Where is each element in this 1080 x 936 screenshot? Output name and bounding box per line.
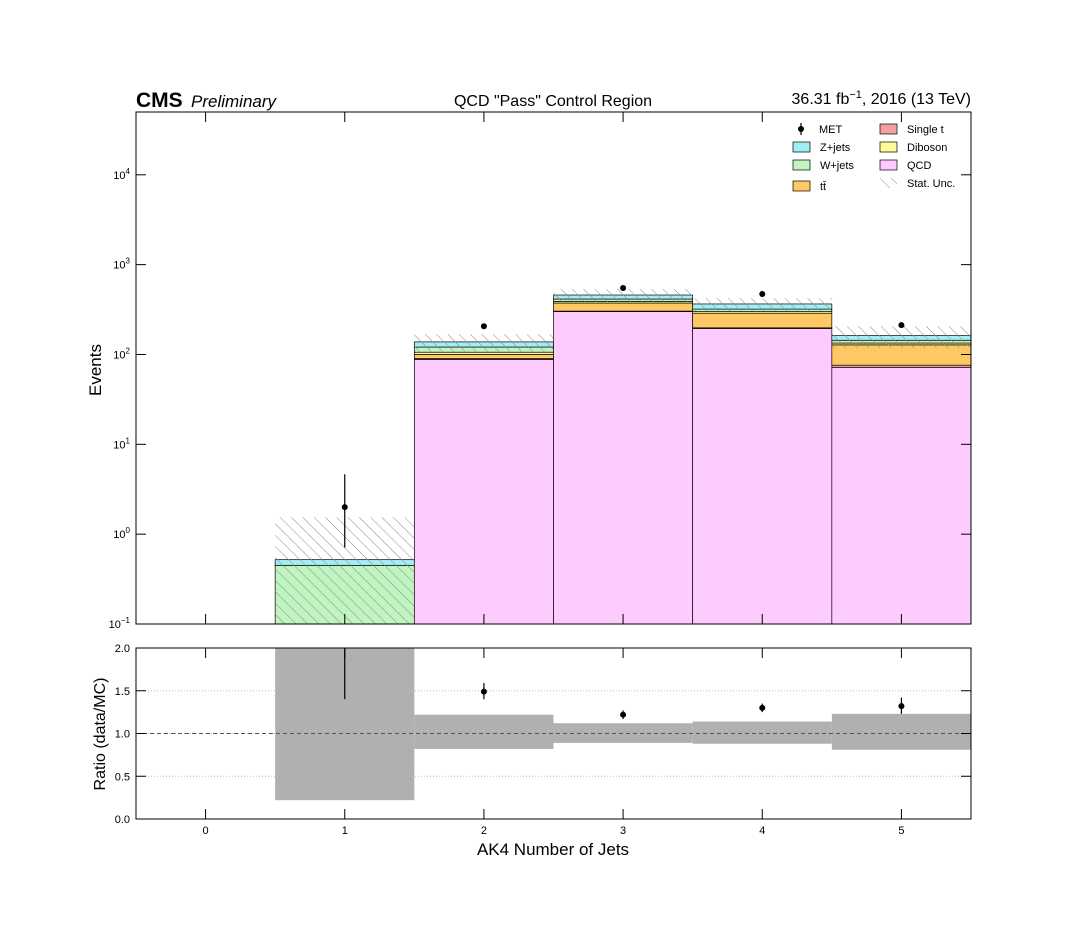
y-tick-base: 10 — [113, 170, 125, 182]
stat-unc — [692, 298, 832, 311]
chart-title: QCD "Pass" Control Region — [454, 93, 652, 110]
data-point — [620, 284, 627, 291]
y-tick-exponent: 2 — [126, 346, 131, 355]
legend-marker — [879, 159, 898, 171]
data-point — [480, 323, 487, 330]
frame — [135, 647, 972, 820]
stack-segment — [553, 311, 694, 624]
lumi-exponent: −1 — [849, 89, 862, 101]
y-tick-base: 10 — [113, 349, 125, 361]
y-tick-label: 104 — [113, 167, 130, 182]
mc-unc-band — [692, 721, 832, 744]
x-tick-label: 1 — [342, 825, 348, 837]
stack-segment — [413, 354, 554, 359]
y-tick-base: 10 — [109, 619, 121, 631]
legend-label: Single t — [907, 124, 944, 136]
mc-unc-band — [414, 714, 554, 749]
y-axis-label: Events — [86, 344, 105, 396]
legend-marker — [798, 126, 804, 132]
data-point — [898, 322, 905, 329]
legend-marker — [879, 123, 898, 135]
legend-marker — [792, 159, 811, 171]
y-tick-label: 10−1 — [109, 616, 131, 631]
frame — [135, 111, 972, 625]
y-tick-label: 0.5 — [115, 771, 130, 783]
x-tick-label: 4 — [759, 825, 765, 837]
stack-segment — [553, 302, 694, 312]
stat-unc — [414, 334, 554, 352]
y-tick-label: 2.0 — [115, 643, 130, 655]
ratio-point — [759, 704, 766, 711]
y-tick-label: 0.0 — [115, 814, 130, 826]
y-tick-label: 100 — [113, 526, 130, 541]
y-tick-exponent: 0 — [126, 526, 131, 535]
legend-marker — [879, 141, 898, 153]
x-tick-label: 2 — [481, 825, 487, 837]
x-axis-label: AK4 Number of Jets — [477, 840, 629, 859]
y-tick-base: 10 — [113, 439, 125, 451]
x-tick-label: 0 — [203, 825, 209, 837]
ratio-point — [480, 688, 487, 695]
data-point — [341, 504, 348, 511]
mc-unc-band — [553, 723, 693, 743]
y-tick-exponent: −1 — [121, 616, 131, 625]
legend-label: W+jets — [820, 160, 854, 172]
y-tick-label: 1.5 — [115, 686, 130, 698]
y-tick-exponent: 3 — [126, 257, 131, 266]
stat-unc — [553, 288, 693, 303]
stack-segment — [692, 312, 833, 329]
mc-unc-band — [831, 713, 971, 750]
legend-label: Diboson — [907, 142, 947, 154]
experiment: CMS — [136, 89, 183, 112]
y-tick-base: 10 — [113, 260, 125, 272]
x-tick-label: 5 — [898, 825, 904, 837]
y-tick-label: 1.0 — [115, 729, 130, 741]
y-tick-base: 10 — [113, 529, 125, 541]
legend-label: QCD — [907, 160, 932, 172]
legend-label: tt̄ — [820, 181, 826, 193]
legend-label: MET — [819, 124, 843, 136]
stack-segment — [831, 366, 971, 624]
ratio-plot — [136, 648, 971, 819]
legend-label: Stat. Unc. — [907, 178, 955, 190]
ratio-point — [898, 703, 905, 710]
data-point — [759, 291, 766, 298]
y-tick-label: 101 — [113, 436, 130, 451]
legend-marker — [880, 178, 897, 188]
lumi-label: 36.31 fb−1, 2016 (13 TeV) — [792, 89, 971, 108]
legend: MET Z+jets W+jets tt̄ Single t Diboson QCD Stat… — [792, 123, 955, 193]
stack-segment — [692, 328, 833, 624]
legend-marker — [792, 180, 811, 192]
stat-unc — [831, 326, 971, 349]
x-tick-label: 3 — [620, 825, 626, 837]
lumi: 36.31 fb — [792, 91, 850, 108]
y-tick-exponent: 1 — [126, 436, 131, 445]
y-tick-label: 102 — [113, 346, 130, 361]
ratio-point — [620, 711, 627, 718]
status: Preliminary — [191, 92, 278, 111]
y-tick-exponent: 4 — [126, 167, 131, 176]
y-tick-label: 103 — [113, 257, 130, 272]
stack-segment — [413, 359, 554, 624]
legend-label: Z+jets — [820, 142, 851, 154]
legend-marker — [792, 141, 811, 153]
energy: , 2016 (13 TeV) — [862, 91, 971, 108]
ratio-y-axis-label: Ratio (data/MC) — [92, 678, 109, 791]
main-plot — [274, 284, 971, 624]
